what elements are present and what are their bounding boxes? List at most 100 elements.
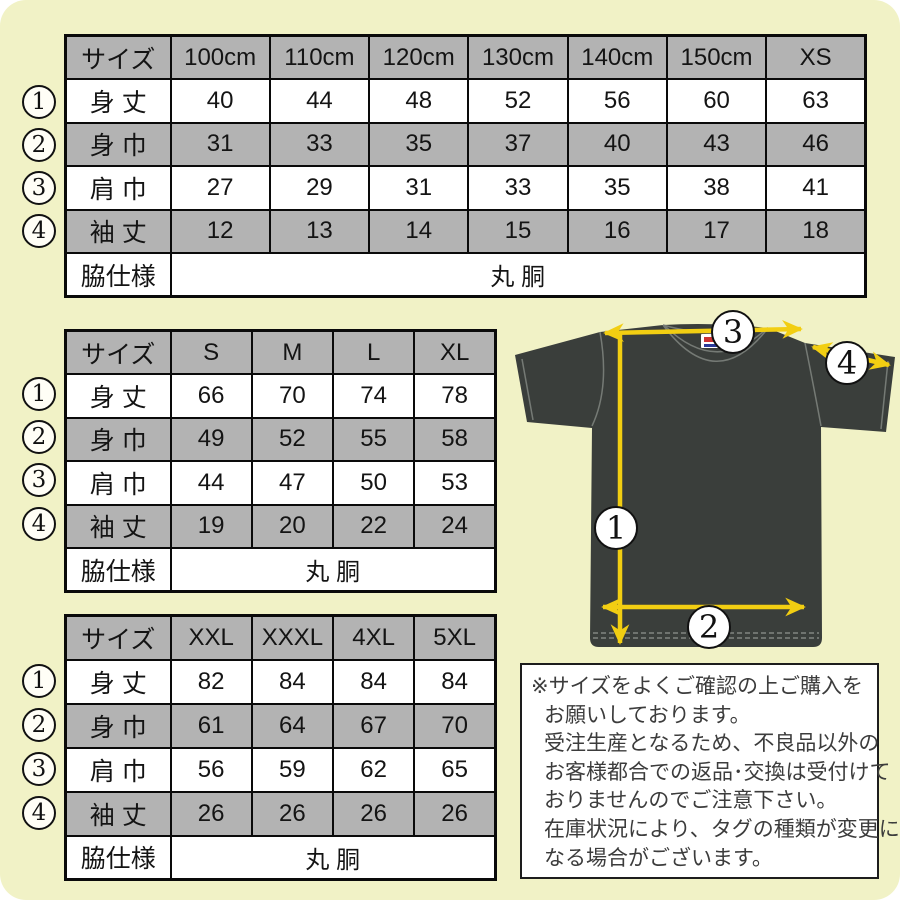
value-cell: 19 [169,503,253,549]
table-row: 身 丈 82 84 84 84 [64,658,497,705]
header-cell: S [169,329,253,375]
diagram-label-3-circle [711,310,755,354]
header-cell: サイズ [64,614,172,661]
value-cell: 48 [368,78,470,124]
value-cell: 84 [331,658,416,705]
marker-3-badge: 3 [22,463,56,497]
header-cell: 150cm [665,34,768,80]
marker-3-badge: 3 [22,752,56,786]
diagram-label-4: 4 [837,344,857,382]
value-cell: 52 [250,416,335,462]
value-cell: 60 [665,78,768,124]
diagram-label-2: 2 [699,608,719,646]
header-cell: 140cm [566,34,668,80]
row-label-cell: 脇仕様 [64,547,172,593]
value-cell: 44 [268,78,371,124]
header-cell: サイズ [64,329,172,375]
value-cell: 18 [765,208,867,254]
table-row: 袖 丈 26 26 26 26 [64,790,497,837]
value-cell: 37 [467,121,569,167]
value-cell: 38 [665,165,768,211]
value-cell: 33 [268,121,371,167]
table-row: 肩 巾 27 29 31 33 35 38 41 [64,165,867,211]
value-cell: 20 [250,503,335,549]
tshirt-measurement-diagram: 3 4 1 2 [515,310,895,649]
marker-2-badge: 2 [22,420,56,454]
value-cell: 31 [169,121,271,167]
footer-value-cell: 丸 胴 [169,252,867,298]
header-cell: XXL [169,614,253,661]
header-cell: 100cm [169,34,271,80]
header-cell: 5XL [413,614,497,661]
value-cell: 56 [566,78,668,124]
row-label-cell: 袖 丈 [64,503,172,549]
table-header-row: サイズ 100cm 110cm 120cm 130cm 140cm 150cm … [64,34,867,80]
notice-line: 在庫状況により、タグの種類が変更に [544,817,900,841]
value-cell: 58 [413,416,497,462]
table-footer-row: 脇仕様 丸 胴 [64,834,497,881]
row-label-cell: 肩 巾 [64,460,172,506]
table-header-row: サイズ S M L XL [64,329,497,375]
table-row: 袖 丈 12 13 14 15 16 17 18 [64,208,867,254]
value-cell: 14 [368,208,470,254]
row-label-cell: 袖 丈 [64,208,172,254]
value-cell: 41 [765,165,867,211]
header-cell: L [331,329,416,375]
marker-1-badge: 1 [22,664,56,698]
notice-line: ※サイズをよくご確認の上ご購入を [531,675,863,698]
value-cell: 44 [169,460,253,506]
diagram-label-1-circle [594,506,638,550]
value-cell: 40 [169,78,271,124]
row-label-cell: 身 丈 [64,373,172,419]
header-cell: XL [413,329,497,375]
value-cell: 26 [250,790,335,837]
notice-line: お客様都合での返品･交換は受付けて [544,760,891,784]
value-cell: 46 [765,121,867,167]
value-cell: 12 [169,208,271,254]
marker-4-badge: 4 [22,214,56,248]
marker-1-badge: 1 [22,85,56,119]
row-label-cell: 身 丈 [64,78,172,124]
marker-3-badge: 3 [22,171,56,205]
value-cell: 26 [413,790,497,837]
row-label-cell: 袖 丈 [64,790,172,837]
value-cell: 66 [169,373,253,419]
footer-value-cell: 丸 胴 [169,834,497,881]
value-cell: 35 [566,165,668,211]
diagram-label-2-circle [687,605,731,649]
table-row: 肩 巾 56 59 62 65 [64,746,497,793]
notice-line: 受注生産となるため、不良品以外の [544,732,880,756]
value-cell: 67 [331,702,416,749]
notice-line: なる場合がございます。 [544,846,773,870]
value-cell: 13 [268,208,371,254]
value-cell: 43 [665,121,768,167]
size-table-big: サイズ XXL XXXL 4XL 5XL 身 丈 82 84 84 84 身 巾… [64,614,497,881]
header-cell: 130cm [467,34,569,80]
value-cell: 64 [250,702,335,749]
table-footer-row: 脇仕様 丸 胴 [64,547,497,593]
value-cell: 49 [169,416,253,462]
row-label-cell: 身 巾 [64,416,172,462]
marker-1-badge: 1 [22,377,56,411]
value-cell: 53 [413,460,497,506]
value-cell: 15 [467,208,569,254]
table-row: 身 巾 49 52 55 58 [64,416,497,462]
value-cell: 84 [413,658,497,705]
marker-2-badge: 2 [22,128,56,162]
size-table-adult: サイズ S M L XL 身 丈 66 70 74 78 身 巾 49 52 5… [64,329,497,593]
value-cell: 35 [368,121,470,167]
marker-4-badge: 4 [22,507,56,541]
header-cell: 4XL [331,614,416,661]
marker-4-badge: 4 [22,796,56,830]
value-cell: 61 [169,702,253,749]
value-cell: 59 [250,746,335,793]
value-cell: 70 [413,702,497,749]
value-cell: 31 [368,165,470,211]
row-label-cell: 肩 巾 [64,165,172,211]
value-cell: 55 [331,416,416,462]
table-row: 身 丈 66 70 74 78 [64,373,497,419]
row-label-cell: 脇仕様 [64,252,172,298]
marker-2-badge: 2 [22,708,56,742]
table-row: 肩 巾 44 47 50 53 [64,460,497,506]
